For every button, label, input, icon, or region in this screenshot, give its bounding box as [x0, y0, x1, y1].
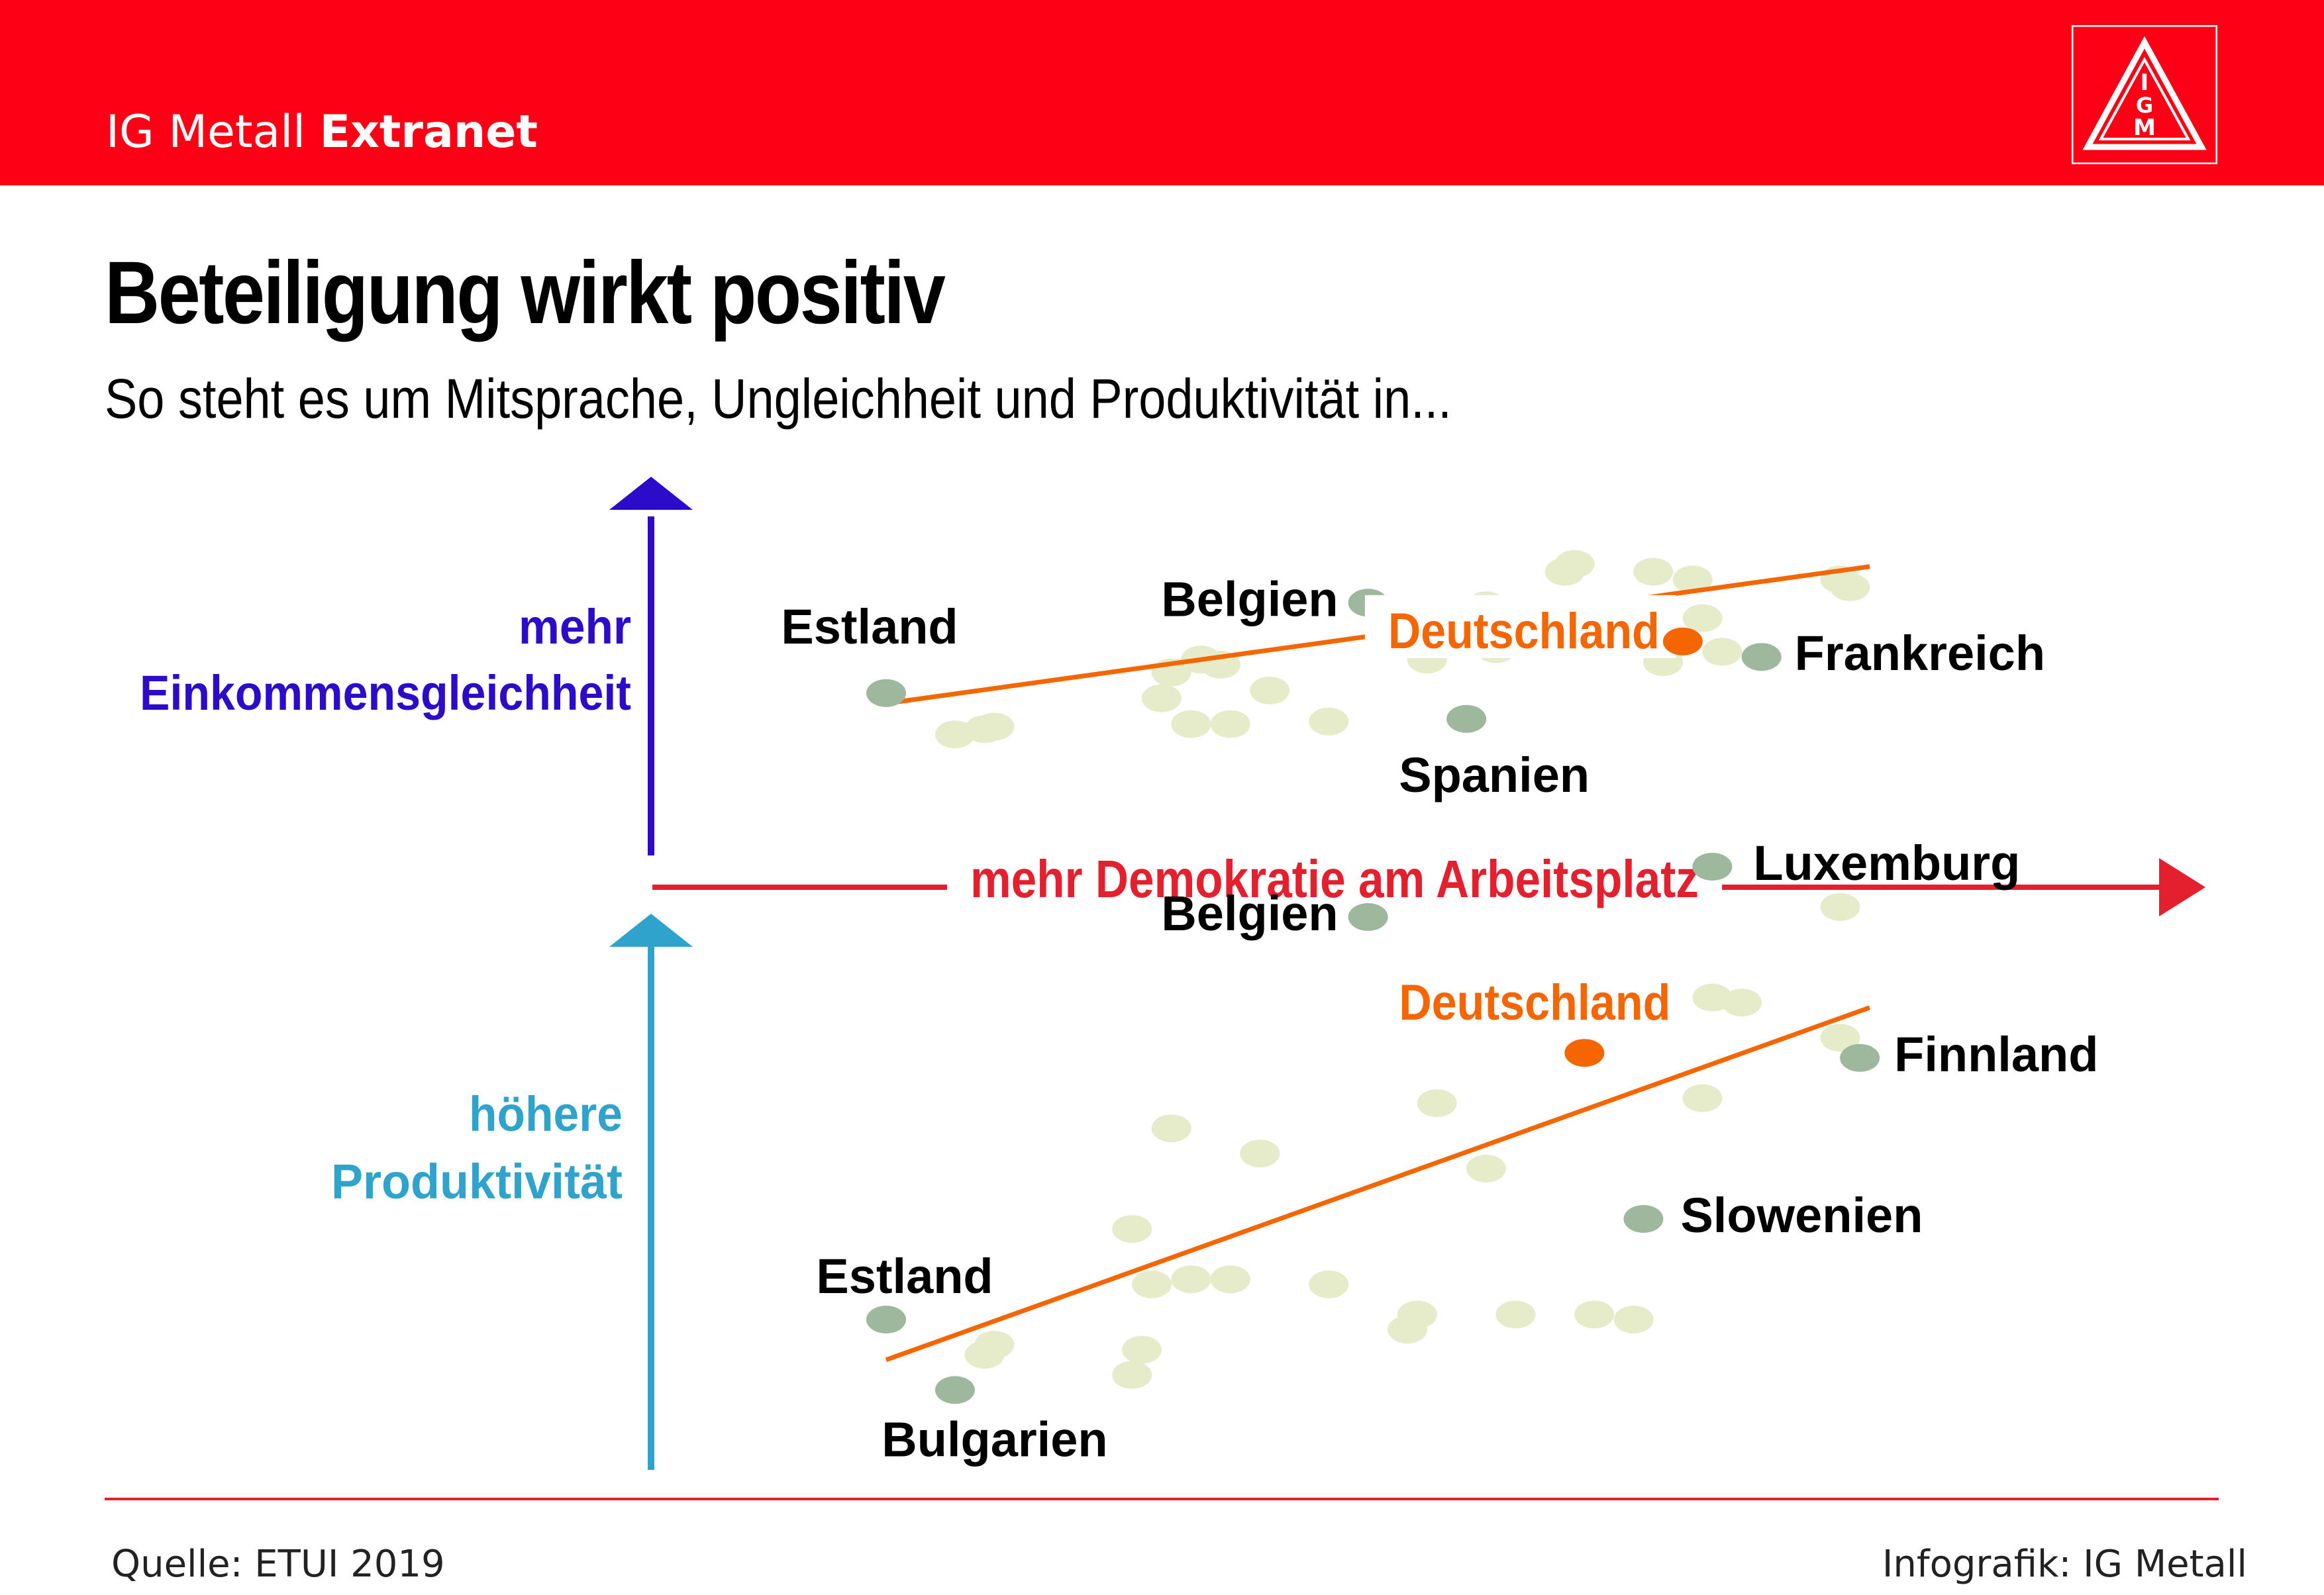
country-point — [1692, 853, 1733, 881]
y-axis-productivity-arrowhead — [609, 914, 693, 947]
svg-text:I: I — [2141, 70, 2149, 96]
trendline — [885, 1005, 1871, 1363]
background-point — [974, 1331, 1015, 1359]
panel-income: Estland Belgien Frankreich Spanien Deutschla… — [781, 550, 2045, 802]
background-point — [1112, 1361, 1152, 1389]
page-subtitle: So steht es um Mitsprache, Ungleichheit … — [105, 367, 1452, 430]
background-point — [1682, 604, 1723, 632]
y-axis-productivity-label-line1: höhere — [469, 1087, 623, 1141]
x-axis-arrowhead — [2159, 858, 2205, 916]
country-label: Belgien — [1161, 571, 1338, 626]
background-point — [1309, 1270, 1349, 1298]
country-point — [1348, 903, 1388, 931]
header-bar: IG Metall Extranet I G M — [0, 0, 2324, 185]
brand-regular: IG Metall — [106, 106, 320, 158]
country-point — [866, 1306, 906, 1333]
y-axis-income-arrowhead — [609, 477, 693, 510]
svg-text:G: G — [2136, 93, 2153, 118]
country-label: Estland — [781, 599, 958, 654]
highlight-point — [1662, 627, 1703, 655]
background-point — [1210, 1265, 1250, 1294]
background-point — [1574, 1300, 1615, 1329]
footer-divider — [105, 1498, 2219, 1500]
country-label: Spanien — [1399, 748, 1590, 802]
background-point — [1240, 1139, 1280, 1168]
y-axis-productivity-label-line2: Produktivität — [331, 1154, 623, 1209]
country-label: Estland — [816, 1249, 993, 1304]
country-label: Frankreich — [1795, 626, 2045, 681]
highlight-label: Deutschland — [1388, 603, 1660, 659]
background-point — [1613, 1306, 1654, 1333]
igm-logo: I G M — [2072, 25, 2217, 164]
background-point — [1682, 1084, 1723, 1112]
background-point — [1721, 989, 1762, 1017]
y-axis-income-label-line2: Einkommensgleichheit — [140, 665, 631, 720]
background-point — [974, 712, 1015, 741]
background-point — [1702, 638, 1743, 666]
highlight-label: Deutschland — [1399, 975, 1670, 1031]
country-label: Bulgarien — [882, 1412, 1107, 1467]
background-point — [1210, 710, 1250, 738]
background-point — [1417, 1089, 1457, 1118]
country-point — [1623, 1205, 1664, 1233]
background-point — [1309, 707, 1349, 736]
background-point — [1131, 1270, 1172, 1298]
background-point — [1171, 710, 1211, 738]
country-point — [935, 1376, 975, 1404]
background-point — [1112, 1215, 1152, 1243]
country-point — [866, 679, 906, 707]
country-point — [1840, 1043, 1880, 1072]
background-point — [1820, 893, 1860, 921]
background-point — [1820, 1024, 1860, 1052]
country-label: Luxemburg — [1753, 836, 2020, 891]
country-label: Slowenien — [1680, 1188, 1923, 1243]
background-point — [1830, 573, 1870, 601]
x-axis-label-backdrop — [947, 851, 1722, 924]
infographic-credit: Infografik: IG Metall — [1882, 1543, 2247, 1586]
page-title: Beteiligung wirkt positiv — [105, 244, 946, 342]
background-point — [1554, 550, 1595, 578]
background-point — [1122, 1335, 1162, 1364]
source-note: Quelle: ETUI 2019 — [111, 1543, 445, 1586]
highlight-point — [1564, 1039, 1605, 1067]
svg-text:M: M — [2133, 115, 2156, 141]
country-point — [1741, 643, 1782, 671]
brand-title: IG Metall Extranet — [106, 106, 538, 159]
background-point — [1151, 1114, 1191, 1143]
background-point — [1495, 1300, 1536, 1329]
background-point — [1397, 1300, 1437, 1329]
background-point — [1466, 1155, 1506, 1183]
country-label: Belgien — [1161, 886, 1338, 941]
background-point — [1171, 1265, 1211, 1294]
background-point — [1672, 565, 1713, 594]
country-label: Finnland — [1894, 1027, 2098, 1082]
country-point — [1446, 704, 1487, 733]
background-point — [1250, 676, 1290, 704]
brand-bold: Extranet — [319, 106, 538, 158]
background-point — [1633, 557, 1674, 586]
panel-productivity: Estland Bulgarien Belgien Luxemburg Finnland… — [816, 836, 2098, 1467]
background-point — [1141, 684, 1182, 712]
highlight-label-backdrop — [1364, 595, 1676, 658]
y-axis-income-label-line1: mehr — [519, 599, 631, 654]
x-axis-label: mehr Demokratie am Arbeitsplatz — [970, 849, 1699, 908]
